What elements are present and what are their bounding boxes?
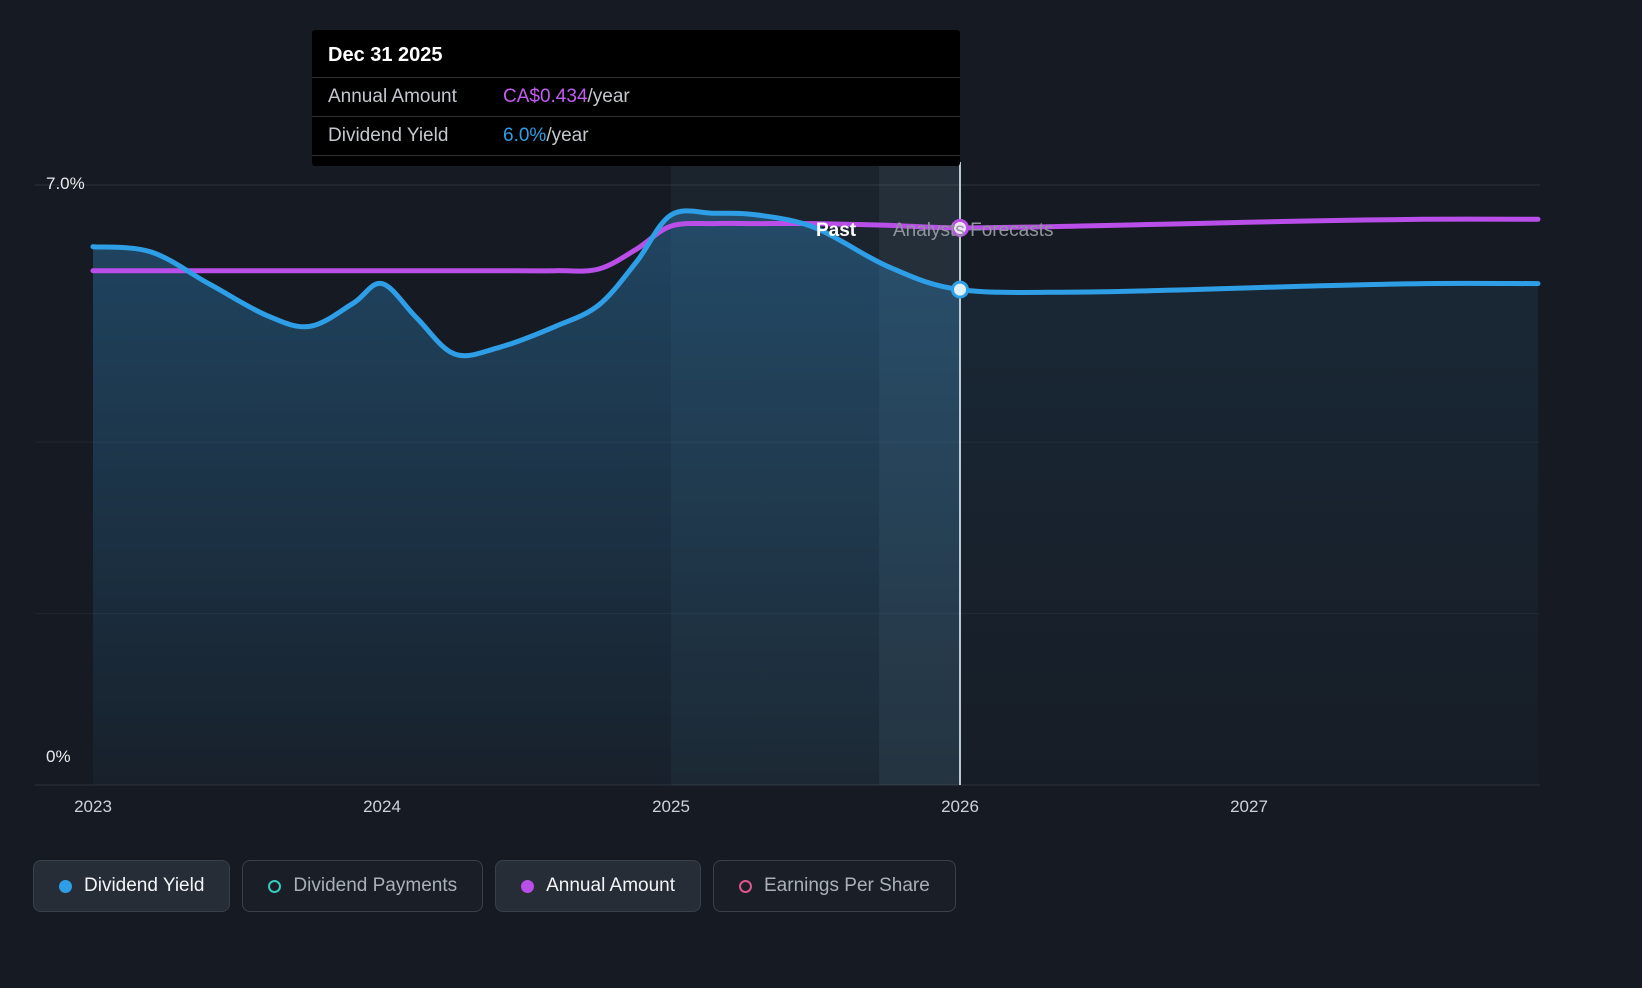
y-axis-label-top: 7.0% [46, 174, 85, 193]
tooltip-dividend-yield-suffix: /year [546, 125, 589, 146]
earnings-per-share-legend-dot-icon [739, 879, 752, 893]
legend-label-dividend-yield: Dividend Yield [84, 875, 205, 896]
tooltip-annual-amount-value: CA$0.434 [503, 86, 588, 107]
tooltip-annual-amount-suffix: /year [587, 86, 630, 107]
legend-item-dividend-payments[interactable]: Dividend Payments [242, 860, 484, 912]
tooltip-row-dividend-yield: Dividend Yield 6.0%/year [312, 117, 960, 156]
x-tick-label: 2026 [941, 797, 979, 816]
x-tick-label: 2024 [363, 797, 401, 816]
tooltip-dividend-yield-value: 6.0% [503, 125, 547, 146]
x-tick-label: 2027 [1230, 797, 1268, 816]
dividend-yield-line [90, 208, 1541, 359]
legend: Dividend Yield Dividend Payments Annual … [33, 860, 956, 912]
dividend-yield-marker[interactable] [951, 280, 969, 299]
annual-amount-legend-dot-icon [521, 879, 535, 893]
tooltip-date: Dec 31 2025 [312, 30, 960, 78]
legend-item-dividend-yield[interactable]: Dividend Yield [33, 860, 231, 912]
tooltip-annual-amount-label: Annual Amount [328, 86, 457, 107]
legend-item-annual-amount[interactable]: Annual Amount [495, 860, 701, 912]
annual-amount-marker[interactable] [951, 218, 969, 237]
past-label: Past [816, 220, 857, 241]
tooltip-dividend-yield-label: Dividend Yield [328, 125, 449, 146]
legend-label-dividend-payments: Dividend Payments [293, 875, 458, 896]
analysts-forecasts-label: Analysts Forecasts [893, 220, 1054, 241]
x-tick-label: 2025 [652, 797, 690, 816]
legend-item-earnings-per-share[interactable]: Earnings Per Share [713, 860, 956, 912]
legend-label-annual-amount: Annual Amount [546, 875, 675, 896]
dividend-yield-area-forecast [960, 283, 1538, 785]
y-axis-label-bottom: 0% [46, 747, 71, 766]
x-tick-label: 2023 [74, 797, 112, 816]
dividend-yield-area-past [93, 210, 960, 785]
dividend-payments-legend-dot-icon [268, 879, 282, 893]
tooltip: Dec 31 2025 Annual Amount CA$0.434/year … [312, 30, 960, 166]
tooltip-row-annual-amount: Annual Amount CA$0.434/year [312, 78, 960, 117]
dividend-yield-legend-dot-icon [59, 879, 72, 893]
legend-label-earnings-per-share: Earnings Per Share [764, 875, 930, 896]
